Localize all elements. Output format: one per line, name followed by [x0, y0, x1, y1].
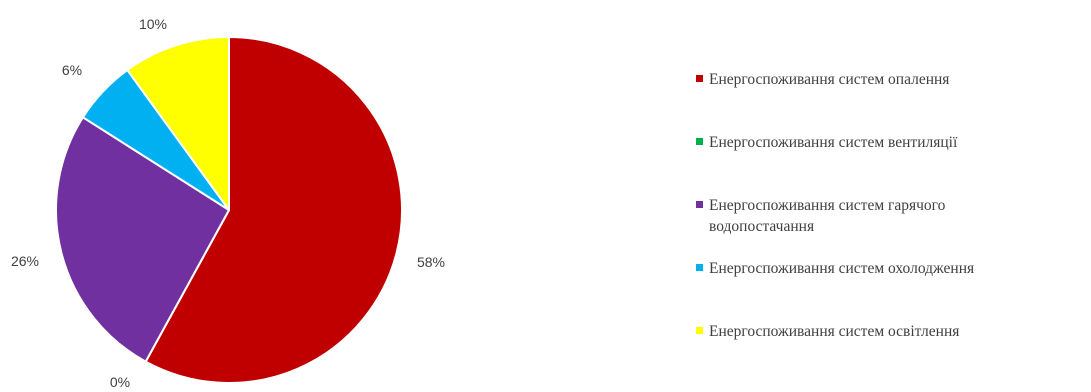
- pie-slice-3: [55, 116, 230, 363]
- data-label-5: 10%: [139, 16, 167, 32]
- legend-swatch-3: [696, 201, 703, 208]
- legend: Енергоспоживання систем опалення Енергосп…: [696, 71, 974, 340]
- legend-label-2: Енергоспоживання систем вентиляції: [709, 134, 958, 151]
- legend-swatch-1: [696, 75, 703, 82]
- legend-label-4: Енергоспоживання систем охолодження: [709, 260, 974, 277]
- pie-slice-5: [126, 36, 230, 211]
- legend-label-3-line-2: водопостачання: [709, 218, 814, 235]
- pie-slices: [55, 36, 403, 384]
- legend-item-3: Енергоспоживання систем гарячого водопост…: [696, 197, 946, 235]
- legend-label-3-line-1: Енергоспоживання систем гарячого: [709, 197, 946, 214]
- legend-label-5: Енергоспоживання систем освітлення: [709, 323, 959, 340]
- legend-swatch-5: [696, 327, 703, 334]
- legend-swatch-4: [696, 264, 703, 271]
- legend-item-2: Енергоспоживання систем вентиляції: [696, 134, 958, 151]
- legend-item-4: Енергоспоживання систем охолодження: [696, 260, 974, 277]
- pie-slice-1: [144, 36, 403, 384]
- data-label-2: 0%: [110, 374, 130, 390]
- legend-swatch-2: [696, 138, 703, 145]
- legend-item-1: Енергоспоживання систем опалення: [696, 71, 949, 88]
- legend-item-5: Енергоспоживання систем освітлення: [696, 323, 959, 340]
- data-label-3: 26%: [11, 253, 39, 269]
- data-label-1: 58%: [417, 254, 445, 270]
- pie-data-labels: 58% 0% 26% 6% 10%: [11, 16, 445, 390]
- legend-label-1: Енергоспоживання систем опалення: [709, 71, 949, 88]
- data-label-4: 6%: [62, 62, 82, 78]
